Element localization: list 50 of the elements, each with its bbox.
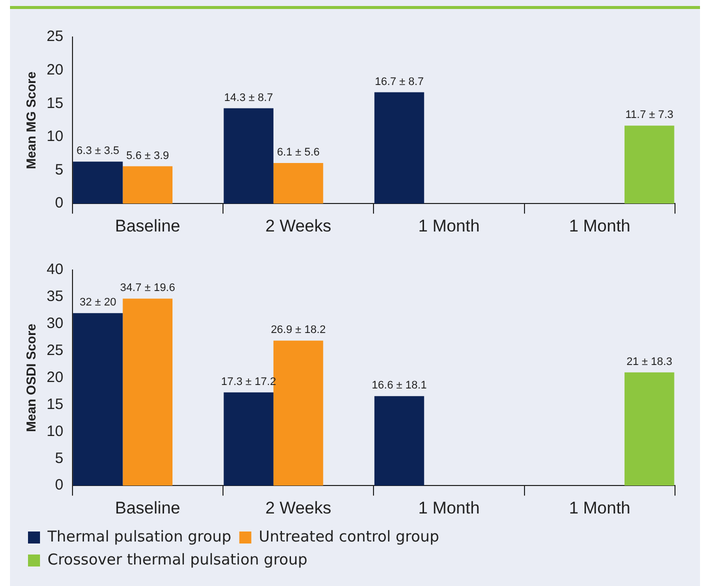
- x-tick-label: Baseline: [115, 498, 180, 518]
- y-tick-label: 40: [46, 261, 64, 278]
- y-tick-label: 10: [46, 128, 64, 146]
- data-label: 16.6 ± 18.1: [372, 380, 427, 392]
- y-tick-label: 5: [54, 161, 64, 178]
- x-tick-label: 1 Month: [418, 216, 480, 236]
- x-tick-label: 2 Weeks: [265, 216, 332, 236]
- y-axis-title: Mean OSDI Score: [23, 324, 38, 432]
- bar: [224, 392, 274, 486]
- y-axis-title: Mean MG Score: [23, 72, 38, 170]
- data-label: 6.3 ± 3.5: [76, 145, 120, 158]
- y-tick-label: 20: [46, 368, 64, 386]
- bar: [122, 298, 172, 486]
- x-tick-label: 1 Month: [568, 498, 630, 518]
- data-label: 34.7 ± 19.6: [120, 282, 176, 294]
- x-tick-label: 1 Month: [418, 498, 480, 518]
- bar: [624, 126, 674, 204]
- data-label: 26.9 ± 18.2: [270, 324, 326, 336]
- legend-label: Thermal pulsation group: [46, 527, 232, 546]
- bar: [73, 162, 123, 204]
- y-tick-label: 10: [46, 422, 64, 440]
- y-tick-label: 30: [46, 315, 64, 332]
- bar: [273, 162, 324, 204]
- data-label: 32 ± 20: [80, 296, 116, 309]
- bar: [624, 372, 674, 486]
- y-tick-label: 20: [46, 61, 64, 78]
- x-tick-label: 2 Weeks: [265, 498, 332, 518]
- y-tick-label: 35: [46, 288, 64, 306]
- bar: [73, 313, 123, 486]
- y-tick-label: 25: [46, 28, 64, 46]
- data-label: 21 ± 18.3: [626, 356, 672, 368]
- bar: [374, 92, 424, 204]
- data-label: 11.7 ± 7.3: [625, 109, 674, 122]
- bar: [374, 396, 424, 486]
- data-label: 6.1 ± 5.6: [276, 146, 320, 158]
- legend-label: Crossover thermal pulsation group: [48, 550, 308, 568]
- data-label: 16.7 ± 8.7: [374, 76, 424, 88]
- bar: [224, 108, 274, 204]
- data-label: 5.6 ± 3.9: [126, 150, 169, 162]
- data-label: 14.3 ± 8.7: [224, 92, 274, 104]
- y-tick-label: 15: [46, 396, 64, 413]
- x-tick-label: 1 Month: [568, 216, 630, 236]
- y-tick-label: 0: [54, 194, 64, 212]
- x-tick-label: Baseline: [115, 216, 180, 236]
- y-tick-label: 15: [46, 94, 64, 112]
- y-tick-label: 25: [46, 342, 64, 359]
- bar: [122, 166, 172, 204]
- y-tick-label: 5: [54, 450, 64, 467]
- y-tick-label: 0: [54, 476, 64, 494]
- legend-label: Untreated control group: [258, 527, 440, 546]
